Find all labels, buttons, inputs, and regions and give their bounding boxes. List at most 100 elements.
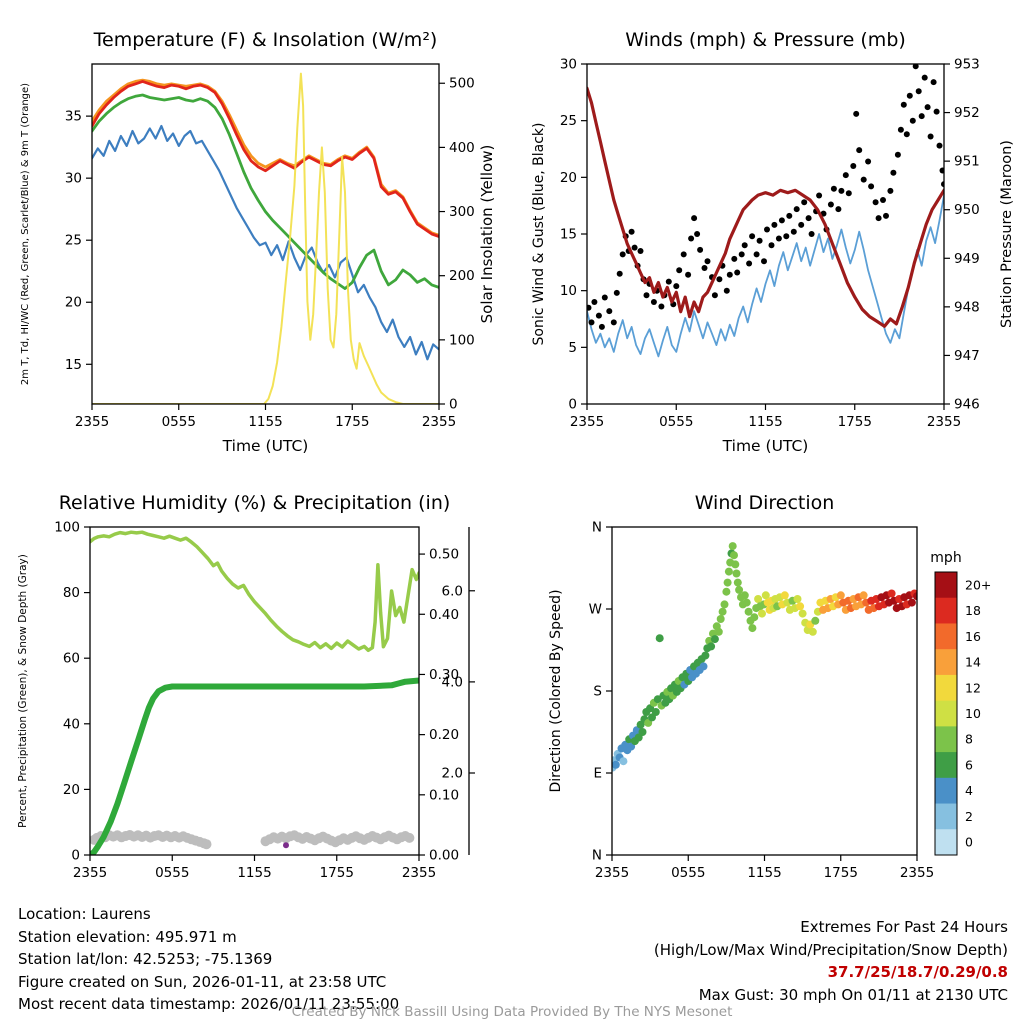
svg-text:4.0: 4.0 — [442, 674, 463, 690]
svg-text:6.0: 6.0 — [442, 583, 463, 599]
svg-text:946: 946 — [954, 397, 980, 413]
svg-text:2355: 2355 — [402, 865, 436, 881]
svg-text:Temperature (F) & Insolation (: Temperature (F) & Insolation (W/m²) — [93, 29, 438, 51]
station-info: Location: Laurens Station elevation: 495… — [18, 903, 399, 1016]
svg-text:12: 12 — [965, 680, 981, 695]
credit-line: Created By Nick Bassill Using Data Provi… — [291, 1004, 733, 1020]
svg-text:949: 949 — [954, 251, 980, 267]
svg-text:100: 100 — [449, 332, 475, 348]
svg-text:0: 0 — [568, 397, 577, 413]
winds-pressure-chart: Winds (mph) & Pressure (mb) 2355 0555 1155 1… — [517, 6, 1022, 470]
svg-text:0: 0 — [449, 397, 458, 413]
svg-text:0.10: 0.10 — [429, 787, 459, 803]
svg-text:40: 40 — [63, 716, 80, 732]
svg-text:950: 950 — [954, 202, 980, 218]
svg-text:5: 5 — [568, 340, 577, 356]
svg-text:10: 10 — [965, 706, 981, 721]
svg-text:Time (UTC): Time (UTC) — [222, 437, 309, 455]
svg-text:0.20: 0.20 — [429, 727, 459, 743]
station-elevation: Station elevation: 495.971 m — [18, 927, 237, 946]
svg-text:0555: 0555 — [671, 865, 705, 881]
svg-text:0: 0 — [965, 835, 973, 850]
svg-text:2355: 2355 — [570, 414, 604, 430]
svg-text:0.50: 0.50 — [429, 547, 459, 563]
svg-text:6: 6 — [965, 757, 973, 772]
svg-text:2355: 2355 — [422, 414, 456, 430]
svg-text:1155: 1155 — [747, 865, 781, 881]
svg-text:2m T, Td, HI/WC (Red, Green, S: 2m T, Td, HI/WC (Red, Green, Scarlet/Blu… — [20, 83, 31, 385]
max-gust: Max Gust: 30 mph On 01/11 at 2130 UTC — [698, 985, 1008, 1004]
svg-text:2355: 2355 — [900, 865, 934, 881]
svg-text:400: 400 — [449, 140, 475, 156]
svg-text:2: 2 — [965, 809, 973, 824]
humidity-precipitation-chart: Relative Humidity (%) & Precipitation (i… — [2, 472, 507, 911]
svg-text:0.30: 0.30 — [429, 667, 459, 683]
svg-text:18: 18 — [965, 603, 981, 618]
svg-text:25: 25 — [560, 113, 577, 129]
svg-text:2.0: 2.0 — [442, 766, 463, 782]
svg-text:35: 35 — [65, 109, 82, 125]
svg-text:N: N — [592, 848, 602, 864]
extremes-subtitle: (High/Low/Max Wind/Precipitation/Snow De… — [653, 940, 1008, 959]
recent-timestamp: Most recent data timestamp: 2026/01/11 2… — [18, 995, 400, 1013]
svg-text:Percent, Precipitation (Green): Percent, Precipitation (Green), & Snow D… — [17, 554, 29, 828]
svg-text:952: 952 — [954, 105, 980, 121]
svg-text:200: 200 — [449, 268, 475, 284]
svg-text:E: E — [593, 766, 602, 782]
svg-text:20+: 20+ — [965, 577, 991, 592]
svg-text:0555: 0555 — [155, 865, 189, 881]
svg-text:14: 14 — [965, 655, 981, 670]
svg-text:0555: 0555 — [162, 414, 196, 430]
station-location: Location: Laurens — [18, 905, 151, 923]
svg-text:2355: 2355 — [927, 414, 961, 430]
svg-text:1155: 1155 — [237, 865, 271, 881]
svg-text:Direction (Colored By Speed): Direction (Colored By Speed) — [548, 589, 564, 792]
svg-text:947: 947 — [954, 348, 980, 364]
extremes-title: Extremes For Past 24 Hours — [800, 918, 1008, 936]
extremes-values: 37.7/25/18.7/0.29/0.8 — [827, 963, 1008, 981]
svg-text:2355: 2355 — [595, 865, 629, 881]
svg-text:1755: 1755 — [838, 414, 872, 430]
svg-text:Wind Direction: Wind Direction — [695, 492, 835, 514]
svg-text:1155: 1155 — [748, 414, 782, 430]
svg-text:0.00: 0.00 — [429, 848, 459, 864]
station-latlon: Station lat/lon: 42.5253; -75.1369 — [18, 950, 273, 968]
svg-text:1755: 1755 — [335, 414, 369, 430]
svg-text:1155: 1155 — [248, 414, 282, 430]
svg-text:Sonic Wind & Gust (Blue, Black: Sonic Wind & Gust (Blue, Black) — [531, 122, 547, 345]
svg-text:15: 15 — [65, 357, 82, 373]
svg-text:15: 15 — [560, 227, 577, 243]
svg-text:300: 300 — [449, 204, 475, 220]
svg-text:Solar Insolation (Yellow): Solar Insolation (Yellow) — [478, 145, 496, 324]
svg-text:W: W — [589, 602, 602, 618]
svg-text:Winds (mph) & Pressure (mb): Winds (mph) & Pressure (mb) — [625, 29, 906, 51]
svg-text:Station Pressure (Maroon): Station Pressure (Maroon) — [999, 140, 1015, 328]
svg-text:953: 953 — [954, 57, 980, 73]
temperature-insolation-chart: Temperature (F) & Insolation (W/m²) 2355 0… — [2, 6, 507, 470]
svg-text:20: 20 — [560, 170, 577, 186]
svg-text:1755: 1755 — [320, 865, 354, 881]
svg-text:16: 16 — [965, 629, 981, 644]
svg-text:951: 951 — [954, 154, 980, 170]
svg-text:25: 25 — [65, 233, 82, 249]
svg-text:Time (UTC): Time (UTC) — [722, 437, 809, 455]
extremes-info: Extremes For Past 24 Hours (High/Low/Max… — [654, 916, 1008, 1006]
svg-text:948: 948 — [954, 299, 980, 315]
svg-text:80: 80 — [63, 585, 80, 601]
svg-text:N: N — [592, 520, 602, 536]
svg-text:0.40: 0.40 — [429, 607, 459, 623]
svg-text:Relative Humidity (%) & Precip: Relative Humidity (%) & Precipitation (i… — [59, 492, 451, 514]
svg-text:20: 20 — [65, 295, 82, 311]
svg-text:0555: 0555 — [659, 414, 693, 430]
wind-direction-chart: Wind Direction 2355 0555 1155 1755 2355 N E S W N D… — [517, 472, 1022, 911]
svg-text:2355: 2355 — [73, 865, 107, 881]
svg-text:60: 60 — [63, 651, 80, 667]
svg-text:0: 0 — [71, 848, 80, 864]
svg-text:1755: 1755 — [824, 865, 858, 881]
svg-text:10: 10 — [560, 283, 577, 299]
svg-text:2355: 2355 — [75, 414, 109, 430]
svg-text:8: 8 — [965, 732, 973, 747]
svg-text:500: 500 — [449, 76, 475, 92]
figure-created: Figure created on Sun, 2026-01-11, at 23… — [18, 972, 387, 991]
